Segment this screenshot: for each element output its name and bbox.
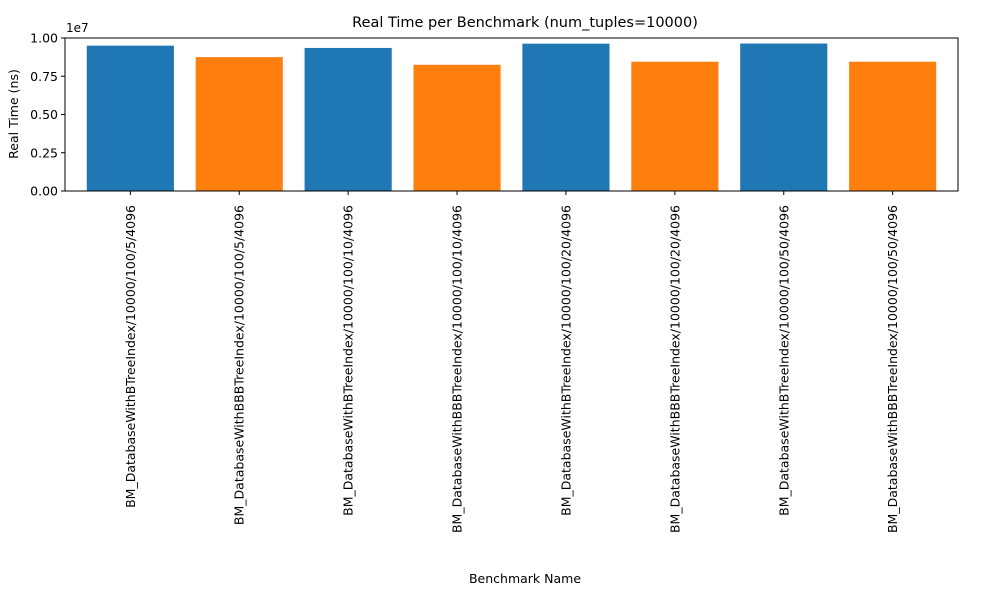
x-tick-label: BM_DatabaseWithBBBTreeIndex/10000/100/50… bbox=[885, 205, 900, 533]
bar bbox=[413, 64, 501, 191]
chart-title: Real Time per Benchmark (num_tuples=1000… bbox=[352, 15, 698, 31]
bar bbox=[522, 43, 610, 192]
x-axis-label: Benchmark Name bbox=[469, 571, 581, 586]
x-tick-label: BM_DatabaseWithBBBTreeIndex/10000/100/5/… bbox=[232, 205, 247, 525]
bar bbox=[740, 43, 828, 192]
bar bbox=[631, 61, 719, 192]
y-tick-label: 0.00 bbox=[30, 184, 58, 199]
y-axis-label: Real Time (ns) bbox=[6, 69, 21, 159]
y-tick-label: 0.75 bbox=[30, 69, 58, 84]
x-tick-label: BM_DatabaseWithBBBTreeIndex/10000/100/10… bbox=[450, 205, 465, 533]
x-tick-label: BM_DatabaseWithBTreeIndex/10000/100/5/40… bbox=[123, 205, 138, 508]
bar bbox=[304, 47, 392, 191]
bar bbox=[195, 57, 283, 191]
x-tick-label: BM_DatabaseWithBBBTreeIndex/10000/100/20… bbox=[667, 205, 682, 533]
plot-area: BM_DatabaseWithBTreeIndex/10000/100/5/40… bbox=[30, 31, 937, 533]
x-tick-label: BM_DatabaseWithBTreeIndex/10000/100/10/4… bbox=[341, 205, 356, 516]
x-tick-label: BM_DatabaseWithBTreeIndex/10000/100/50/4… bbox=[776, 205, 791, 516]
axes-frame bbox=[64, 37, 959, 192]
x-tick-label: BM_DatabaseWithBTreeIndex/10000/100/20/4… bbox=[558, 205, 573, 516]
bar bbox=[849, 61, 937, 192]
y-tick-label: 0.25 bbox=[30, 145, 58, 160]
bar bbox=[86, 45, 174, 192]
y-tick-label: 1.00 bbox=[30, 31, 58, 46]
y-offset-label: 1e7 bbox=[66, 21, 89, 35]
y-tick-label: 0.50 bbox=[30, 107, 58, 122]
